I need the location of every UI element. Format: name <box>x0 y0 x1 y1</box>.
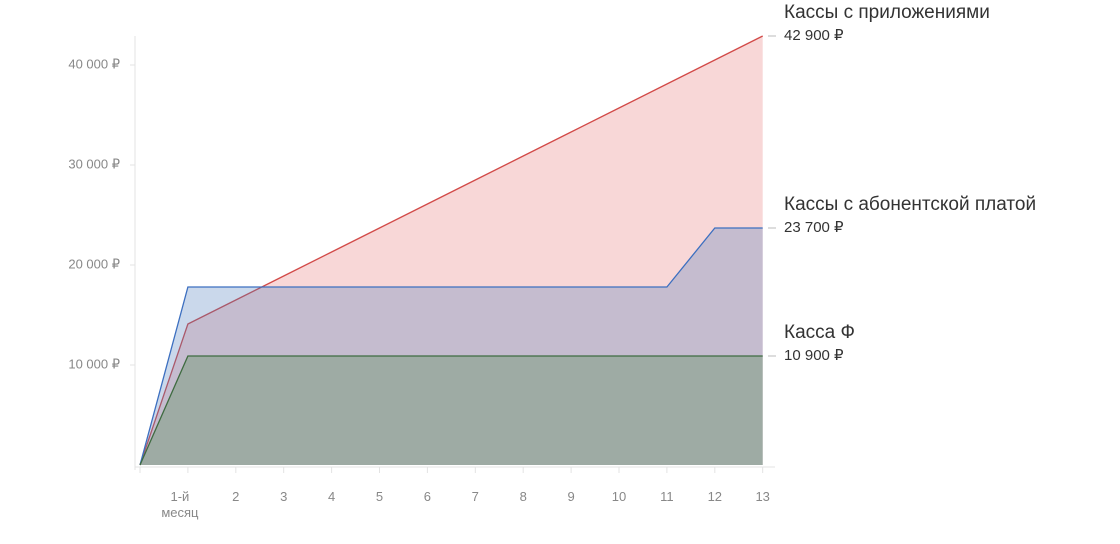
line <box>139 227 763 466</box>
x-tick-label: 3 <box>280 489 288 504</box>
value-label: 42 900 ₽ <box>784 27 844 44</box>
x-tick-label: 2 <box>232 489 240 504</box>
series-name: Кассы с абонентской платой <box>784 194 1036 215</box>
x-tick-label: 6 <box>423 489 431 504</box>
x-tick-label: 10 <box>611 489 627 504</box>
series-name: Кассы с приложениями <box>784 2 990 23</box>
x-tick-label: 5 <box>375 489 384 504</box>
x-tick-label: 4 <box>327 489 336 504</box>
x-tick-label: 13 <box>755 489 770 504</box>
y-tick-label: 30 000 ₽ <box>68 156 120 171</box>
series-name: Касса Ф <box>784 322 855 343</box>
line <box>139 35 763 466</box>
x-tick-label: 8 <box>519 489 527 504</box>
value-label: 10 900 ₽ <box>784 347 844 364</box>
y-tick-label: 20 000 ₽ <box>68 256 120 271</box>
y-tick-label: 10 000 ₽ <box>68 356 120 371</box>
x-tick-label: 11 <box>660 489 674 504</box>
x-tick-label: 12 <box>707 489 723 504</box>
y-tick-label: 40 000 ₽ <box>68 56 120 71</box>
x-tick-label: 1-й месяц <box>161 489 199 520</box>
x-tick-label: 7 <box>471 489 479 504</box>
area <box>140 356 763 465</box>
line <box>139 355 763 466</box>
value-label: 23 700 ₽ <box>784 219 844 236</box>
area <box>140 36 763 465</box>
x-tick-label: 9 <box>567 489 575 504</box>
